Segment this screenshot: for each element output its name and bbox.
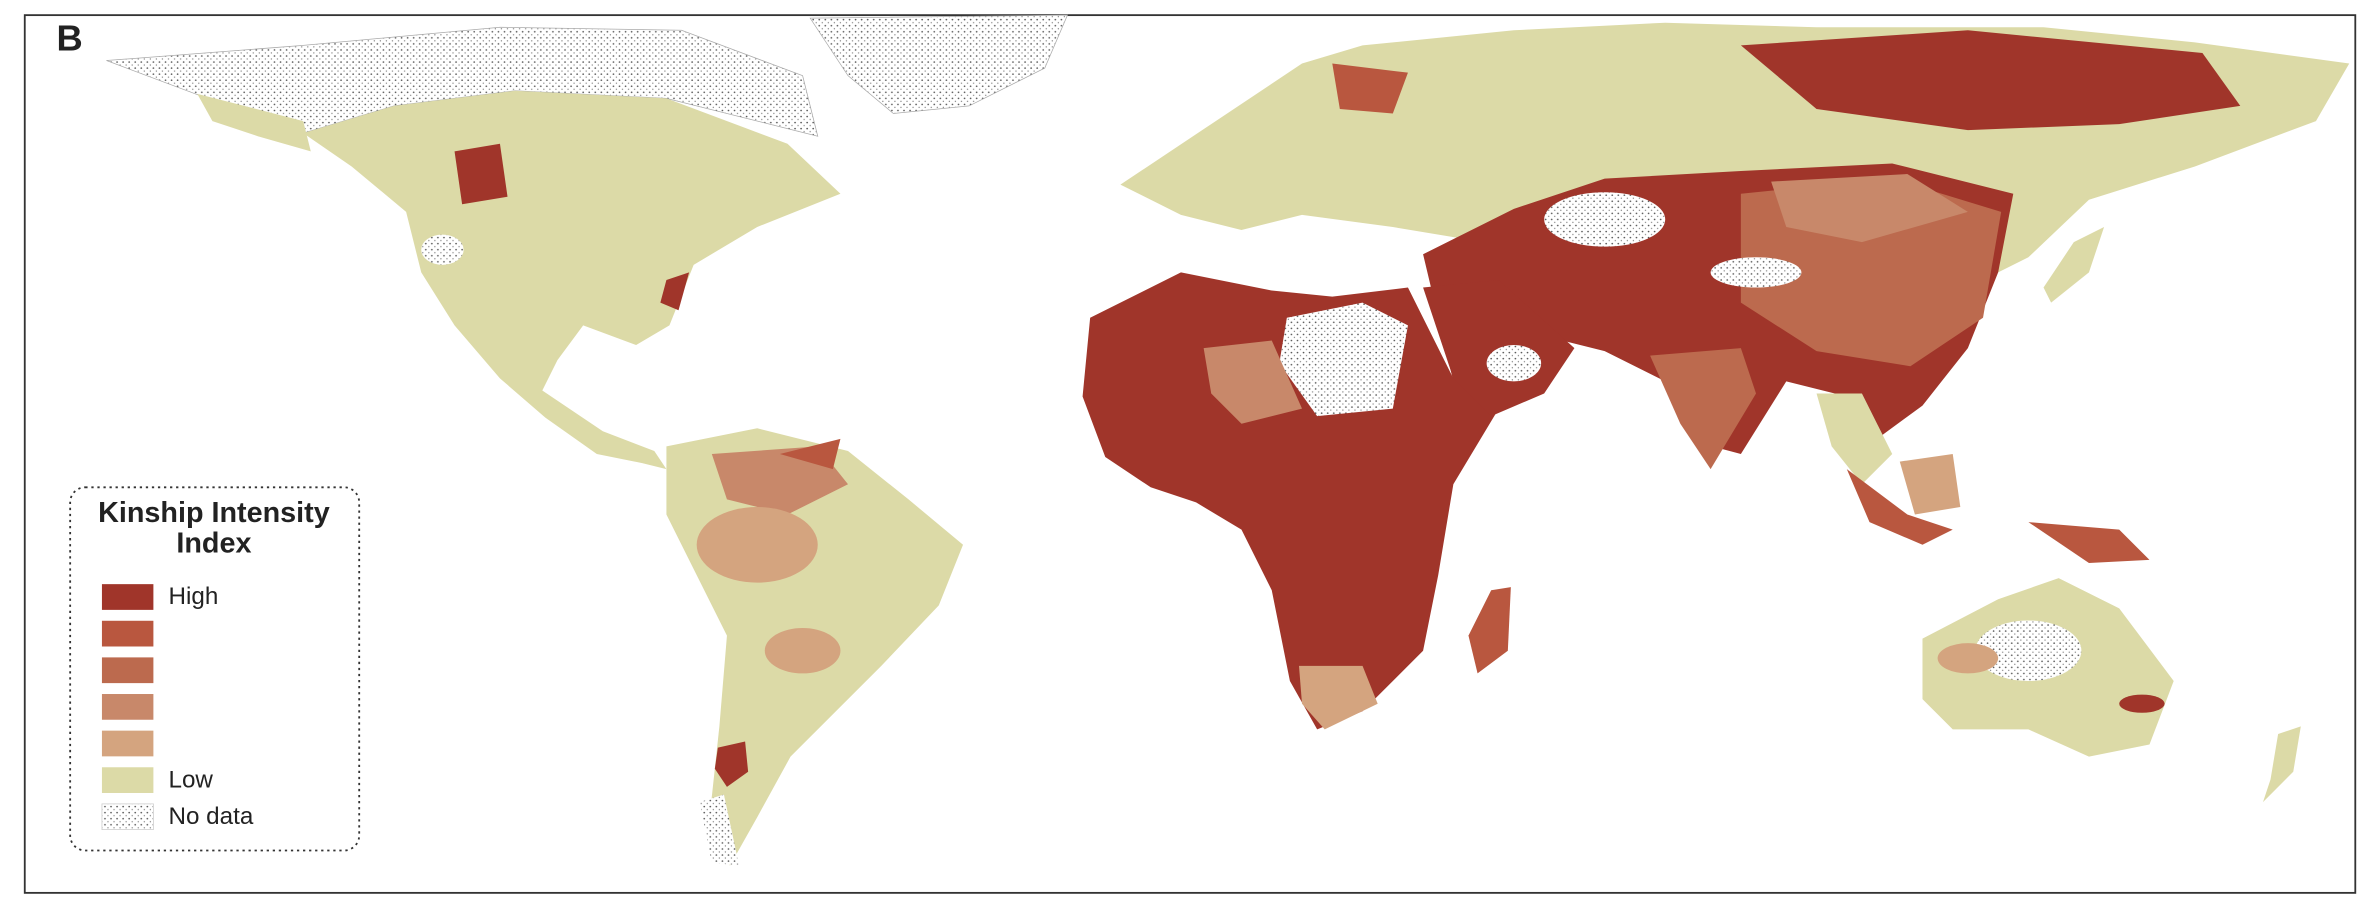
- legend-label: Low: [169, 766, 214, 793]
- legend-title: Kinship Intensity: [98, 497, 330, 529]
- legend-swatch: [101, 694, 154, 720]
- region-low-mid: [696, 506, 818, 583]
- north-america: [303, 90, 841, 470]
- region-high: [714, 741, 749, 787]
- legend-swatch: [101, 620, 154, 647]
- southern-africa-low: [1298, 665, 1378, 730]
- region-high: [779, 438, 841, 470]
- sahara-no-data: [1279, 302, 1408, 417]
- legend-swatch: [101, 657, 154, 684]
- greenland: [809, 14, 1069, 114]
- world-map: [106, 14, 2350, 866]
- region-high: [454, 143, 508, 205]
- china-low-mid: [1771, 174, 1968, 243]
- region-low-mid: [1937, 643, 1999, 674]
- madagascar: [1468, 587, 1511, 674]
- indonesia: [1846, 469, 1953, 545]
- legend-label: High: [169, 583, 219, 610]
- tierra-del-fuego: [699, 794, 740, 866]
- legend-box: [69, 486, 361, 852]
- no-data-area: [1710, 257, 1802, 288]
- no-data-area: [421, 234, 464, 265]
- japan: [2043, 227, 2105, 303]
- legend-title: Index: [176, 527, 251, 559]
- legend-swatch: [101, 767, 154, 793]
- region-low-mid: [764, 628, 841, 674]
- arabia-high: [1423, 279, 1575, 417]
- legend-label: No data: [169, 803, 254, 830]
- region-high: [660, 272, 690, 311]
- legend-swatch: [101, 803, 154, 830]
- new-guinea: [2028, 522, 2150, 563]
- no-data-area: [1975, 620, 2082, 681]
- scandinavia-mid: [1332, 63, 1408, 114]
- alaska: [197, 93, 311, 152]
- region-high: [2119, 694, 2165, 713]
- borneo: [1899, 454, 1961, 515]
- africa-mid: [1203, 340, 1303, 424]
- new-zealand: [2262, 726, 2301, 803]
- no-data-area: [1544, 192, 1666, 247]
- india-mid: [1650, 348, 1757, 470]
- russia-high: [1740, 30, 2241, 131]
- legend-swatch: [101, 584, 154, 610]
- legend-swatch: [101, 730, 154, 757]
- no-data-area: [1486, 345, 1542, 382]
- panel-label: B: [57, 17, 83, 58]
- se-asia-low: [1816, 393, 1893, 485]
